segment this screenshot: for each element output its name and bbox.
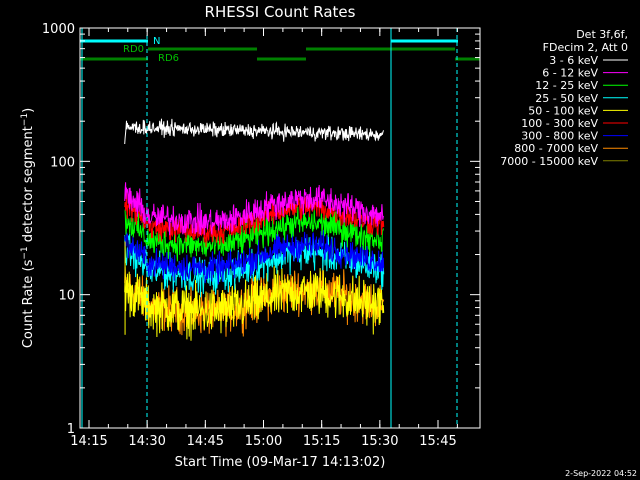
y-axis-label-main: Count Rate (s (21, 259, 36, 348)
axis-ticks: 14:15 14:30 14:45 15:00 15:15 15:30 15:45 1 10 10… (42, 22, 480, 449)
legend-label-0: 3 - 6 keV (549, 54, 598, 67)
plot-frame (79, 27, 481, 429)
x-tick-label-6: 15:45 (419, 434, 456, 449)
x-tick-label-0: 14:15 (70, 434, 107, 449)
y-tick-label-2: 100 (50, 155, 75, 170)
y-tick-label-1: 10 (58, 289, 75, 304)
series-lines (124, 118, 385, 341)
legend-label-1: 6 - 12 keV (542, 67, 598, 80)
legend-label-8: 7000 - 15000 keV (500, 155, 598, 168)
x-tick-label-1: 14:30 (128, 434, 165, 449)
series-line-1 (124, 182, 385, 236)
y-axis-label-mid: detector segment (21, 126, 36, 246)
x-tick-label-5: 15:30 (361, 434, 398, 449)
flag-label-rd0: RD0 (123, 44, 144, 55)
x-axis-label: Start Time (09-Mar-17 14:13:02) (175, 455, 386, 470)
y-axis-label-sup1: −1 (20, 246, 30, 259)
legend-label-7: 800 - 7000 keV (514, 142, 598, 155)
timestamp: 2-Sep-2022 04:52 (565, 469, 637, 478)
flag-label-n: N (153, 36, 160, 47)
legend-label-2: 12 - 25 keV (535, 79, 598, 92)
legend-label-4: 50 - 100 keV (528, 104, 598, 117)
status-flag-bars: N RD0 RD6 (80, 36, 480, 64)
y-axis-label: Count Rate (s−1 detector segment−1) (20, 108, 36, 348)
time-marker-lines (81, 28, 458, 428)
y-tick-label-0: 1 (67, 422, 75, 437)
flag-label-rd6: RD6 (158, 53, 179, 64)
x-tick-label-3: 15:00 (245, 434, 282, 449)
series-line-4 (124, 266, 385, 341)
x-tick-label-4: 15:15 (303, 434, 340, 449)
series-line-6 (124, 229, 385, 285)
chart-title: RHESSI Count Rates (205, 3, 356, 21)
y-axis-label-end: ) (21, 108, 36, 113)
legend-header-1: FDecim 2, Att 0 (543, 41, 628, 54)
legend-header-0: Det 3f,6f, (576, 28, 628, 41)
series-line-0 (124, 118, 385, 145)
legend-label-3: 25 - 50 keV (535, 92, 598, 105)
y-tick-label-3: 1000 (42, 22, 75, 37)
legend-label-6: 300 - 800 keV (521, 130, 598, 143)
x-tick-label-2: 14:45 (187, 434, 224, 449)
y-axis-label-sup2: −1 (20, 113, 30, 126)
legend-label-5: 100 - 300 keV (521, 117, 598, 130)
